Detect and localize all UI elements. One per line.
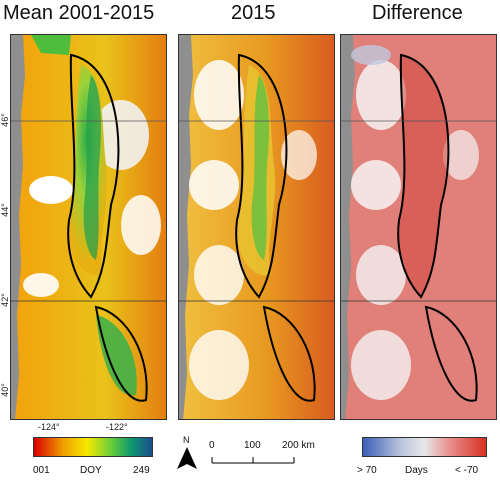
north-label: N bbox=[183, 435, 190, 445]
doy-min-label: 001 bbox=[33, 465, 50, 476]
lat-label-40: 40° bbox=[0, 383, 10, 397]
ocean-2015 bbox=[179, 35, 193, 419]
panel-title-difference: Difference bbox=[372, 2, 463, 24]
lat-label-42: 42° bbox=[0, 293, 10, 307]
diff-label: Days bbox=[405, 465, 428, 476]
map-mean-svg bbox=[11, 35, 166, 419]
doy-max-label: 249 bbox=[133, 465, 150, 476]
diff-colorbar bbox=[362, 437, 487, 457]
scale-tick-100: 100 bbox=[244, 440, 261, 451]
diff-min-label: > 70 bbox=[357, 465, 377, 476]
panel-title-2015: 2015 bbox=[231, 2, 276, 24]
lon-label-124: -124° bbox=[38, 422, 60, 432]
lon-label-122: -122° bbox=[106, 422, 128, 432]
scale-tick-0: 0 bbox=[209, 440, 215, 451]
diff-max-label: < -70 bbox=[455, 465, 479, 476]
doy-label: DOY bbox=[80, 465, 102, 476]
scale-bar bbox=[211, 457, 295, 464]
ocean-mean bbox=[11, 35, 25, 419]
lat-label-44: 44° bbox=[0, 203, 10, 217]
map-2015-svg bbox=[179, 35, 334, 419]
north-arrow-icon bbox=[177, 447, 197, 469]
lat-label-46: 46° bbox=[0, 113, 10, 127]
map-panel-difference bbox=[340, 34, 497, 420]
ocean-difference bbox=[341, 35, 355, 419]
map-difference-svg bbox=[341, 35, 496, 419]
map-panel-2015 bbox=[178, 34, 335, 420]
map-panel-mean bbox=[10, 34, 167, 420]
panel-title-mean: Mean 2001-2015 bbox=[3, 2, 155, 24]
scale-tick-200: 200 km bbox=[282, 440, 315, 451]
doy-colorbar bbox=[33, 437, 153, 457]
